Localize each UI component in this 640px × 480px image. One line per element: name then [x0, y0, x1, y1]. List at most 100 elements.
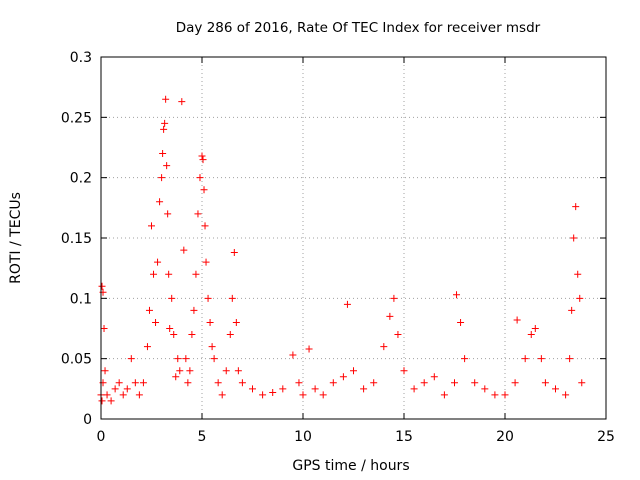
data-point	[572, 203, 580, 211]
data-point	[537, 355, 545, 363]
data-point	[400, 367, 408, 375]
data-point	[501, 391, 509, 399]
data-point	[562, 391, 570, 399]
data-point	[139, 379, 147, 387]
data-point	[311, 385, 319, 393]
data-point	[159, 150, 167, 158]
data-point	[152, 318, 160, 326]
data-point	[166, 325, 174, 332]
data-point	[165, 270, 173, 278]
data-point	[168, 294, 176, 302]
data-point	[222, 367, 230, 375]
data-point	[100, 325, 108, 332]
data-point	[568, 306, 576, 314]
data-point	[228, 294, 236, 302]
data-point	[204, 294, 212, 302]
data-point	[527, 331, 535, 339]
data-point	[238, 379, 246, 387]
data-point	[576, 294, 584, 302]
data-point	[200, 186, 208, 194]
data-point	[329, 379, 337, 387]
data-point	[135, 391, 143, 399]
data-point	[196, 174, 204, 182]
data-point	[182, 355, 190, 363]
data-point	[511, 379, 519, 387]
y-tick-label: 0.15	[61, 231, 92, 247]
data-point	[289, 351, 297, 359]
data-point	[180, 246, 188, 254]
data-point	[199, 156, 207, 164]
data-point	[208, 343, 216, 351]
data-point	[161, 119, 169, 127]
data-point	[269, 388, 277, 396]
data-point	[123, 385, 131, 393]
data-point	[453, 291, 461, 299]
data-point	[259, 391, 267, 399]
data-point	[343, 300, 351, 308]
data-point	[566, 355, 574, 363]
data-point	[451, 379, 458, 387]
x-axis-label: GPS time / hours	[292, 458, 409, 474]
data-point	[380, 343, 388, 351]
data-point	[206, 318, 214, 326]
data-point	[430, 373, 438, 381]
data-point	[457, 318, 465, 326]
data-point	[98, 397, 106, 405]
data-point	[218, 391, 226, 399]
data-point	[115, 379, 123, 387]
data-point	[107, 397, 115, 405]
data-point	[249, 385, 256, 393]
data-point	[541, 379, 549, 387]
data-point	[192, 270, 200, 278]
y-tick-label: 0.05	[61, 352, 92, 368]
data-point	[190, 306, 198, 314]
data-point	[156, 198, 164, 206]
data-point	[319, 391, 327, 399]
x-tick-label: 15	[395, 429, 413, 445]
data-point	[154, 258, 162, 266]
data-point	[574, 270, 582, 278]
data-point	[186, 367, 194, 375]
data-point	[234, 367, 242, 375]
data-point	[198, 152, 206, 160]
data-point	[420, 379, 428, 387]
data-point	[160, 125, 168, 133]
data-point	[305, 345, 313, 353]
data-point	[163, 162, 171, 170]
x-tick-label: 0	[97, 429, 106, 445]
data-point	[471, 379, 479, 387]
data-point	[174, 355, 182, 363]
data-point	[188, 331, 196, 339]
x-tick-label: 5	[198, 429, 207, 445]
data-point	[210, 355, 218, 363]
data-point	[350, 367, 357, 375]
data-point	[370, 379, 378, 387]
data-point	[184, 379, 192, 387]
data-point	[481, 385, 489, 393]
data-point	[230, 248, 238, 256]
data-point	[360, 385, 368, 393]
data-point	[170, 331, 178, 339]
data-point	[201, 222, 209, 230]
data-point	[176, 367, 184, 375]
data-point	[145, 306, 153, 314]
data-point	[119, 391, 127, 399]
chart-title: Day 286 of 2016, Rate Of TEC Index for r…	[176, 20, 541, 36]
data-point	[531, 325, 539, 332]
data-point	[178, 98, 186, 106]
data-point	[111, 385, 119, 393]
data-point	[148, 222, 155, 230]
y-tick-label: 0	[83, 412, 92, 428]
data-points	[97, 95, 586, 405]
data-point	[162, 95, 170, 103]
axis-ticks: 0 5 10 15 20 25 0 0.05 0.1 0.15 0.2 0.25 0.3	[61, 50, 615, 445]
y-tick-label: 0.3	[70, 50, 92, 66]
data-point	[131, 379, 139, 387]
x-tick-label: 10	[294, 429, 312, 445]
data-point	[214, 379, 222, 387]
data-point	[299, 391, 307, 399]
data-point	[386, 312, 394, 320]
data-point	[339, 373, 347, 381]
